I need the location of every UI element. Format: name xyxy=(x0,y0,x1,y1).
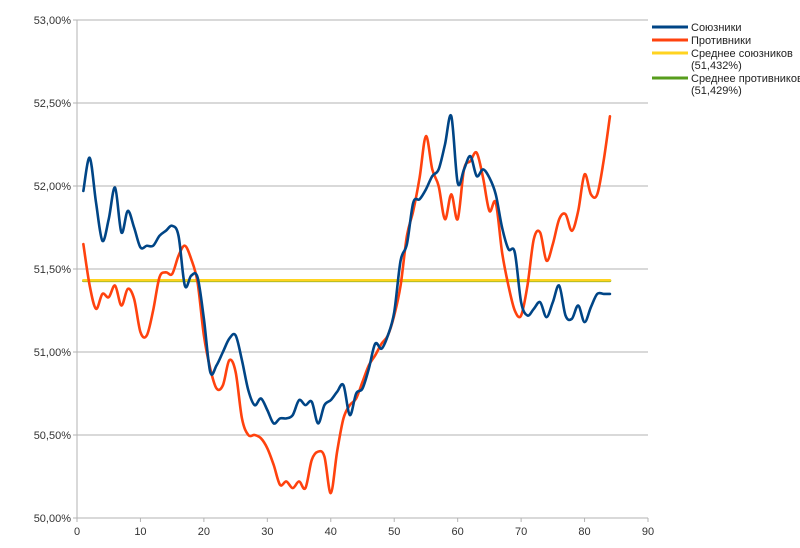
legend-label: Противники xyxy=(691,35,751,47)
y-tick-label: 51,50% xyxy=(34,264,72,276)
series-line-allies xyxy=(82,114,612,425)
x-tick-label: 70 xyxy=(515,526,527,538)
x-tick-label: 60 xyxy=(452,526,464,538)
axes: 50,00% 50,50% 51,00% 51,50% 52,00% 52,50% 53,0… xyxy=(34,15,654,538)
legend-label: Среднее союзников xyxy=(691,48,793,60)
x-tick-label: 50 xyxy=(388,526,400,538)
legend-label: Союзники xyxy=(691,22,742,34)
x-tick-label: 20 xyxy=(198,526,210,538)
legend-label: Среднее противников xyxy=(691,73,800,85)
legend-label: (51,429%) xyxy=(691,85,742,97)
x-tick-label: 80 xyxy=(578,526,590,538)
y-tick-label: 52,00% xyxy=(34,181,72,193)
x-tick-label: 10 xyxy=(134,526,146,538)
series-line-opponents xyxy=(82,114,612,495)
y-tick-label: 53,00% xyxy=(34,15,72,27)
x-tick-label: 40 xyxy=(325,526,337,538)
x-tick-label: 30 xyxy=(261,526,273,538)
legend-label: (51,432%) xyxy=(691,60,742,72)
y-tick-label: 51,00% xyxy=(34,347,72,359)
grid-lines xyxy=(77,19,648,519)
series-lines xyxy=(82,114,612,495)
x-tick-label: 0 xyxy=(74,526,80,538)
y-tick-label: 50,50% xyxy=(34,430,72,442)
x-tick-label: 90 xyxy=(642,526,654,538)
y-tick-label: 52,50% xyxy=(34,98,72,110)
y-tick-label: 50,00% xyxy=(34,513,72,525)
